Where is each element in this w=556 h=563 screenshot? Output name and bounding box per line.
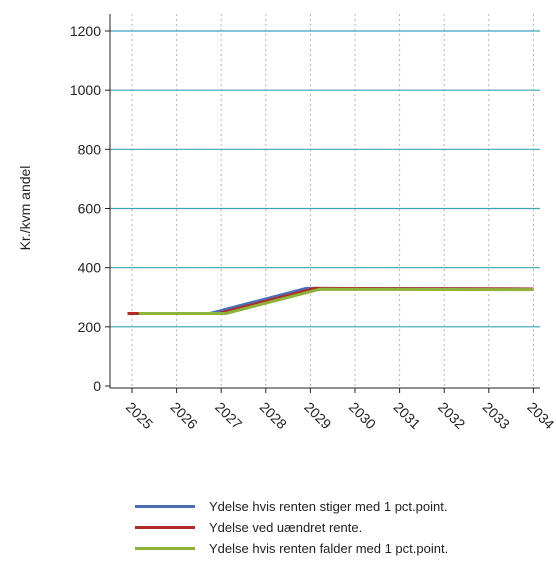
labels-layer: 0 200 400 600 800 1000 1200 2025 2026 2027 2028 202…	[70, 23, 556, 432]
legend-swatch	[135, 547, 195, 550]
series-line-2	[127, 286, 534, 315]
legend-label: Ydelse hvis renten falder med 1 pct.poin…	[209, 541, 449, 556]
x-tick-label: 2026	[167, 399, 200, 432]
x-tick-label: 2032	[435, 399, 468, 432]
series-layer	[127, 286, 534, 315]
line-chart: 0 200 400 600 800 1000 1200 2025 2026 2027 2028 202…	[17, 14, 556, 432]
grid-layer	[110, 14, 540, 388]
series-line-1	[127, 286, 534, 315]
x-tick-label: 2025	[123, 399, 156, 432]
series-line-3	[138, 287, 534, 315]
legend-swatch	[135, 505, 195, 508]
legend-label: Ydelse ved uændret rente.	[209, 520, 363, 535]
legend-item: Ydelse ved uændret rente.	[135, 517, 448, 538]
legend-swatch	[135, 526, 195, 529]
x-tick-label: 2028	[257, 399, 290, 432]
y-tick-label: 1200	[70, 23, 101, 39]
axes-layer	[105, 14, 540, 393]
y-tick-label: 600	[78, 201, 102, 217]
x-tick-label: 2027	[212, 399, 245, 432]
x-tick-label: 2031	[390, 399, 423, 432]
legend-label: Ydelse hvis renten stiger med 1 pct.poin…	[209, 499, 448, 514]
y-tick-label: 800	[78, 141, 102, 157]
x-tick-label: 2033	[480, 399, 513, 432]
y-axis-label: Kr./kvm andel	[17, 166, 33, 251]
x-tick-label: 2029	[301, 399, 334, 432]
y-tick-label: 200	[78, 319, 102, 335]
legend-item: Ydelse hvis renten falder med 1 pct.poin…	[135, 538, 448, 559]
y-tick-label: 0	[93, 378, 101, 394]
x-tick-label: 2030	[346, 399, 379, 432]
legend-item: Ydelse hvis renten stiger med 1 pct.poin…	[135, 496, 448, 517]
y-tick-label: 400	[78, 260, 102, 276]
y-tick-label: 1000	[70, 82, 101, 98]
x-tick-label: 2034	[524, 399, 556, 432]
chart-legend: Ydelse hvis renten stiger med 1 pct.poin…	[135, 496, 448, 559]
